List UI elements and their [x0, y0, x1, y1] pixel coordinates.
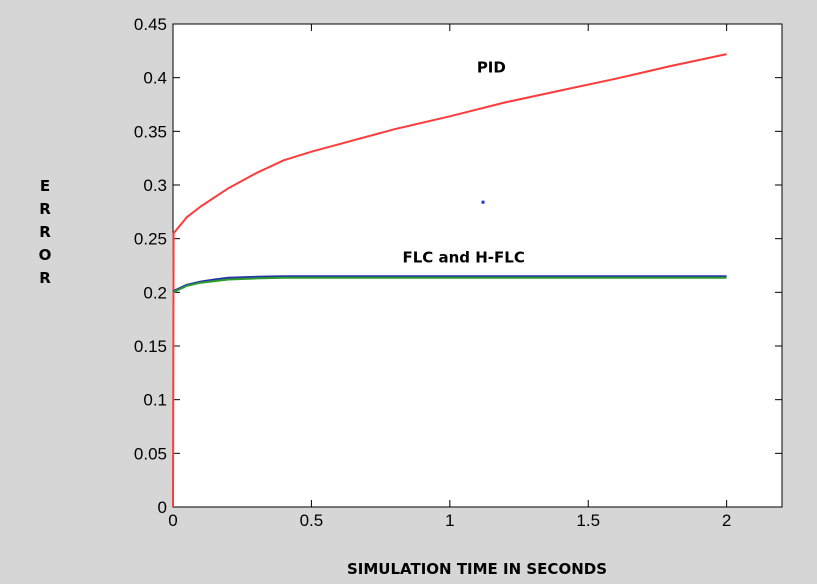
- y-tick-label: 0.35: [134, 122, 167, 141]
- series-lines: [172, 53, 727, 508]
- y-tick-label: 0.4: [143, 69, 167, 88]
- x-tick-label: 0: [168, 511, 177, 530]
- series-line-0: [172, 53, 727, 508]
- y-label-letter: R: [39, 269, 51, 287]
- series-line-1: [172, 275, 727, 293]
- y-label-letter: O: [39, 246, 52, 264]
- series-annotation: FLC and H-FLC: [402, 248, 524, 266]
- y-tick-label: 0.1: [143, 391, 167, 410]
- x-tick-label: 1: [445, 511, 454, 530]
- y-label-letter: R: [39, 200, 51, 218]
- stray-points: [481, 200, 485, 204]
- stray-point: [481, 200, 485, 204]
- axis-ticks: 0 0.5 1 1.5 2 0 0.05 0.1 0.15 0.2 0.25 0.3 0.35 0.4 0.…: [134, 15, 782, 530]
- y-label-letter: R: [39, 223, 51, 241]
- y-label-letter: E: [40, 177, 50, 195]
- series-line-2: [172, 276, 727, 294]
- annotations: PID FLC and H-FLC: [402, 58, 524, 266]
- x-tick-label: 2: [722, 511, 731, 530]
- y-tick-label: 0.05: [134, 444, 167, 463]
- x-tick-label: 1.5: [576, 511, 600, 530]
- x-tick-label: 0.5: [300, 511, 324, 530]
- y-tick-label: 0.2: [143, 283, 167, 302]
- y-tick-label: 0.45: [134, 15, 167, 34]
- x-axis-label: SIMULATION TIME IN SECONDS: [347, 560, 607, 578]
- y-tick-label: 0: [158, 498, 167, 517]
- y-tick-label: 0.15: [134, 337, 167, 356]
- series-annotation: PID: [477, 58, 506, 76]
- y-tick-label: 0.25: [134, 230, 167, 249]
- y-tick-label: 0.3: [143, 176, 167, 195]
- plot-area: [172, 23, 783, 508]
